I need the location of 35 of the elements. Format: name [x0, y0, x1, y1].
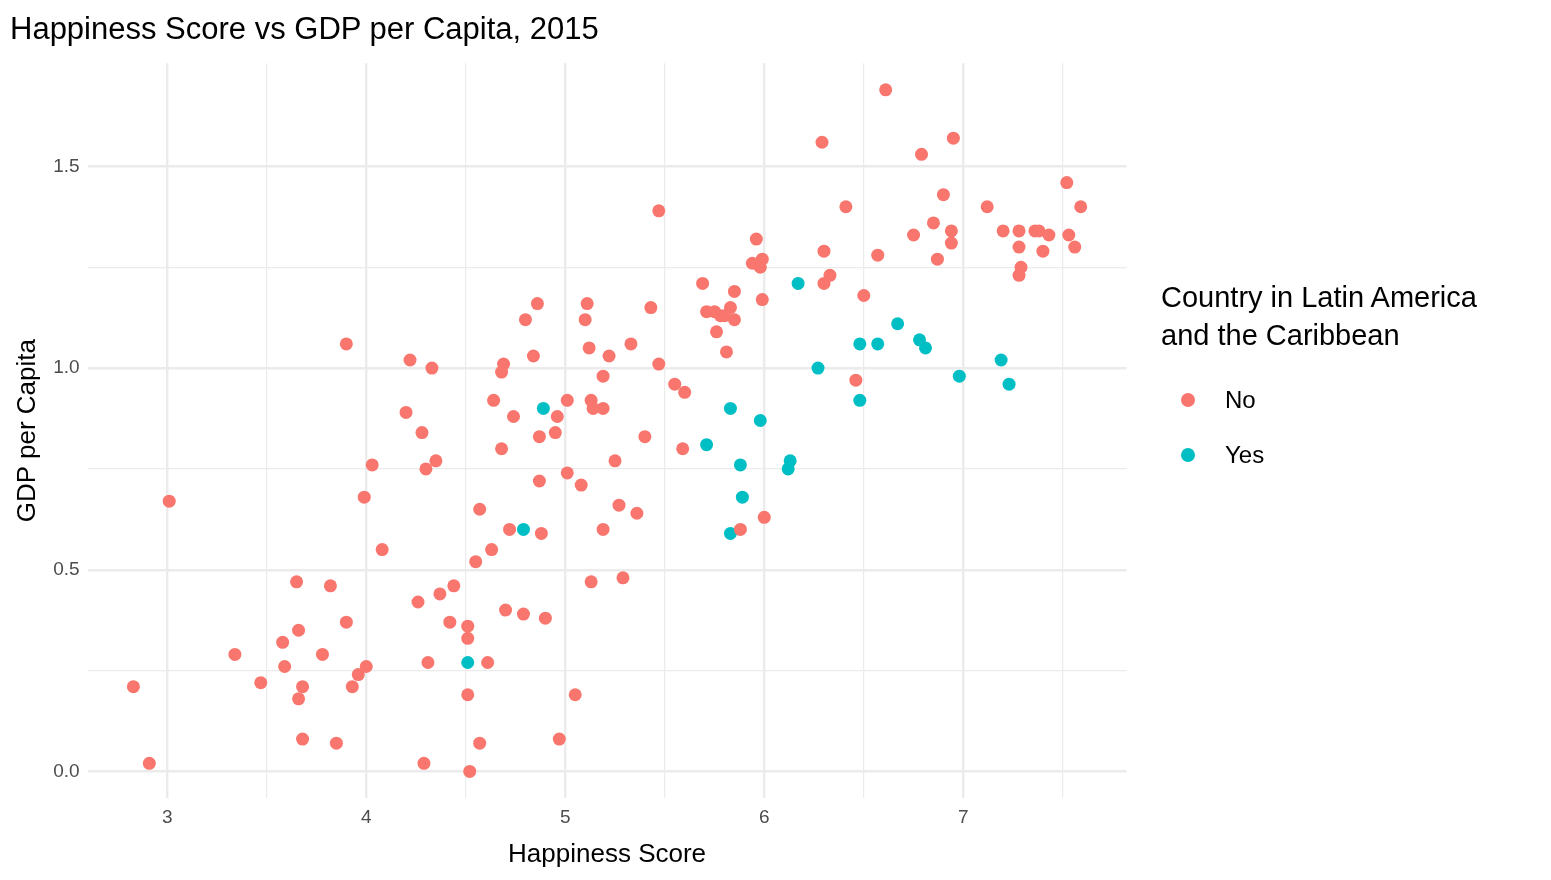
point [871, 337, 885, 351]
point [723, 401, 737, 415]
x-axis-title: Happiness Score [508, 837, 707, 868]
chart-title: Happiness Score vs GDP per Capita, 2015 [10, 11, 599, 47]
point [1002, 377, 1016, 391]
y-axis-title: GDP per Capita [10, 338, 41, 523]
point [753, 414, 767, 428]
y-tick-label: 0.5 [53, 557, 80, 579]
point [733, 458, 747, 472]
point [700, 438, 714, 452]
point [853, 393, 867, 407]
point [791, 276, 805, 290]
x-tick-label: 3 [161, 805, 173, 827]
point [536, 401, 550, 415]
point [994, 353, 1008, 367]
point [952, 369, 966, 383]
point [918, 341, 932, 355]
legend-title: Country in Latin America and the Caribbean [1161, 280, 1478, 353]
legend-label: No [1225, 385, 1256, 414]
point [853, 337, 867, 351]
point [723, 526, 737, 540]
point [811, 361, 825, 375]
point [735, 490, 749, 504]
point [781, 462, 795, 476]
point [891, 317, 905, 331]
point [461, 655, 475, 669]
legend-label: Yes [1225, 440, 1265, 469]
point [516, 522, 530, 536]
y-tick-label: 0.0 [53, 759, 80, 781]
x-tick-label: 4 [360, 805, 372, 827]
y-tick-label: 1.5 [53, 154, 80, 176]
x-tick-label: 7 [958, 805, 969, 827]
y-tick-label: 1.0 [53, 356, 80, 378]
x-tick-label: 5 [559, 805, 571, 827]
x-tick-label: 6 [758, 805, 770, 827]
